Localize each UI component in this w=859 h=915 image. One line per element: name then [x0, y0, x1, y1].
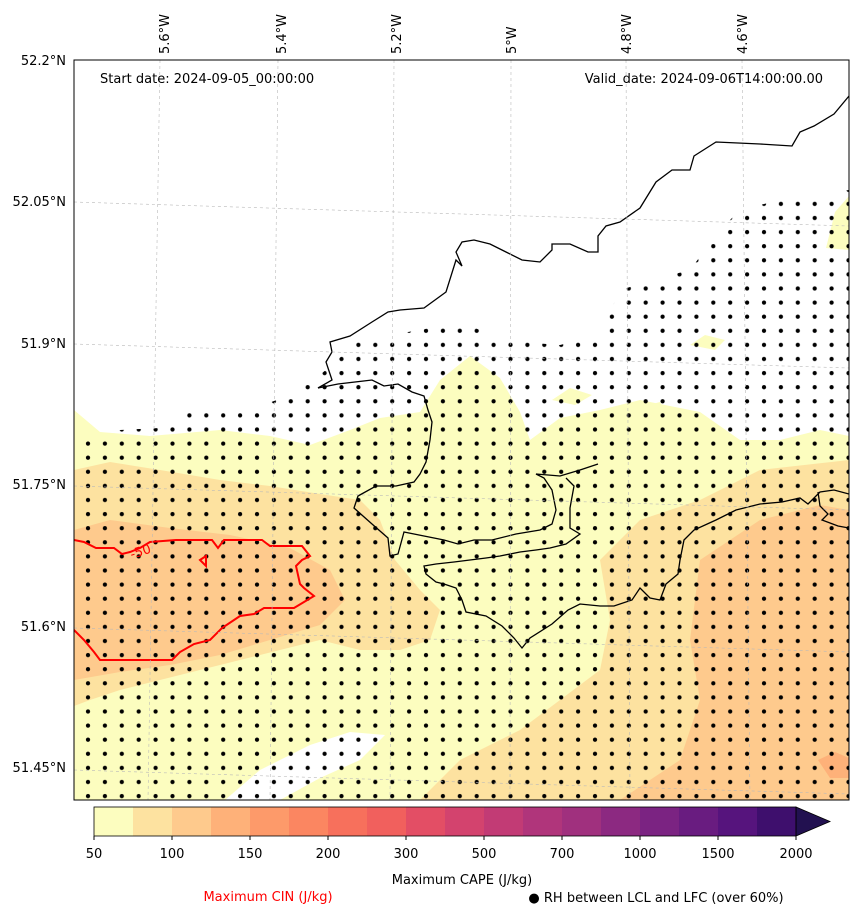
map-frame [73, 59, 850, 801]
lat-label: 51.75°N [13, 478, 66, 493]
colorbar-swatch [679, 807, 719, 836]
colorbar-tick-label: 150 [238, 847, 263, 862]
colorbar-tick-label: 100 [160, 847, 185, 862]
lon-labels: 5.6°W 5.4°W 5.2°W 5°W 4.8°W 4.6°W [158, 14, 751, 54]
colorbar-swatch [523, 807, 563, 836]
colorbar-swatch [289, 807, 329, 836]
colorbar-swatch [211, 807, 251, 836]
colorbar-swatches [94, 807, 797, 836]
lat-label: 51.9°N [21, 337, 66, 352]
colorbar-tick-label: 1000 [623, 847, 656, 862]
colorbar-swatch [172, 807, 212, 836]
lon-label: 5.4°W [275, 14, 290, 54]
colorbar-tick-label: 700 [550, 847, 575, 862]
lon-label: 5.6°W [158, 14, 173, 54]
rh-stipple-layer [74, 190, 849, 800]
rh-legend-label: ● RH between LCL and LFC (over 60%) [528, 891, 783, 906]
colorbar-swatch [250, 807, 290, 836]
map-plot-area: -50 Start date: 2024-09-05_00:00:00 Vali… [73, 59, 850, 801]
colorbar-swatch [562, 807, 602, 836]
lat-label: 52.2°N [21, 54, 66, 69]
colorbar-swatch [445, 807, 485, 836]
colorbar-swatch [94, 807, 134, 836]
lat-label: 51.6°N [21, 620, 66, 635]
colorbar-swatch [367, 807, 407, 836]
colorbar-swatch [484, 807, 524, 836]
lat-label: 52.05°N [13, 195, 66, 210]
colorbar-title: Maximum CAPE (J/kg) [392, 873, 532, 888]
lat-labels: 52.2°N 52.05°N 51.9°N 51.75°N 51.6°N 51.… [13, 54, 66, 776]
colorbar-swatch [640, 807, 680, 836]
colorbar-tick-label: 300 [394, 847, 419, 862]
lon-label: 5°W [505, 26, 520, 54]
colorbar-tick-label: 2000 [779, 847, 812, 862]
colorbar-tick-label: 200 [316, 847, 341, 862]
coastline [317, 95, 849, 650]
start-date-label: Start date: 2024-09-05_00:00:00 [100, 72, 314, 87]
colorbar-swatch [133, 807, 173, 836]
rh-stipple-region-main [74, 190, 849, 800]
lat-label: 51.45°N [13, 761, 66, 776]
cin-contour-minus50-small [198, 554, 207, 569]
coastline-milford-haven [423, 477, 849, 650]
colorbar-swatch [601, 807, 641, 836]
coastline-pembrokeshire [317, 379, 599, 557]
valid-date-label: Valid_date: 2024-09-06T14:00:00.00 [585, 72, 823, 87]
cin-legend-label: Maximum CIN (J/kg) [203, 890, 332, 905]
colorbar-swatch [757, 807, 797, 836]
lon-label: 4.6°W [736, 14, 751, 54]
colorbar-frame [93, 806, 797, 837]
cin-contour-layer [74, 539, 316, 661]
colorbar: 50 100 150 200 300 500 700 1000 1500 2000 Maximum… [86, 806, 832, 888]
colorbar-swatch [406, 807, 446, 836]
colorbar-ticks: 50 100 150 200 300 500 700 1000 1500 2000 [86, 836, 813, 862]
cin-contour-label: -50 [128, 542, 153, 563]
colorbar-swatch [718, 807, 758, 836]
lon-label: 4.8°W [620, 14, 635, 54]
cin-contour-minus50 [74, 539, 316, 661]
colorbar-tick-label: 500 [472, 847, 497, 862]
colorbar-extend-arrow [795, 806, 832, 837]
coastline-north-wales [317, 95, 849, 389]
lon-label: 5.2°W [390, 14, 405, 54]
coastline-east-inlet [817, 491, 849, 529]
colorbar-swatch [328, 807, 368, 836]
colorbar-tick-label: 1500 [701, 847, 734, 862]
colorbar-tick-label: 50 [86, 847, 103, 862]
